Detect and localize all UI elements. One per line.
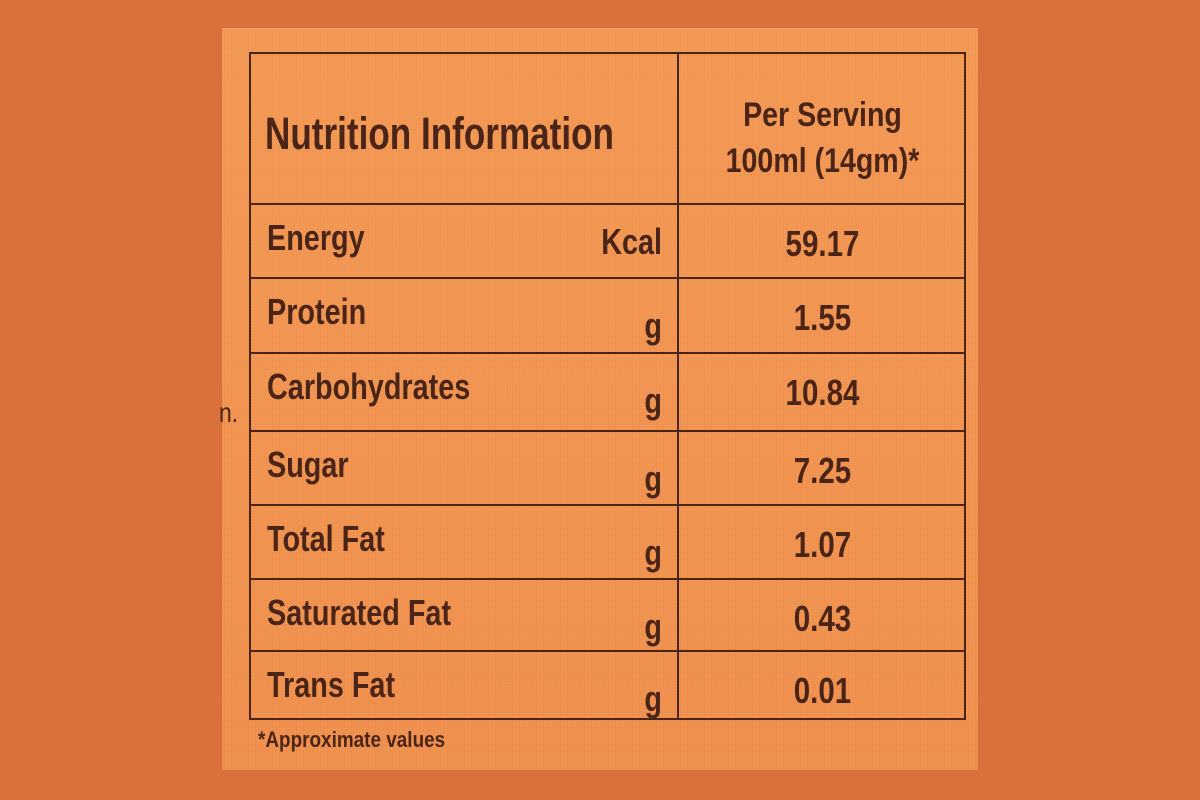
table-row-total-fat: Total Fat g 1.07 <box>251 506 964 580</box>
column-divider <box>677 54 679 718</box>
nutrient-unit: g <box>644 606 662 647</box>
table-row-sugar: Sugar g 7.25 <box>251 432 964 506</box>
nutrient-unit: g <box>644 305 662 346</box>
nutrient-unit: g <box>644 532 662 573</box>
nutrient-unit: g <box>644 458 662 499</box>
nutrient-name: Carbohydrates <box>267 366 471 407</box>
nutrient-value: 0.43 <box>793 598 852 639</box>
nutrient-value: 1.55 <box>793 297 852 338</box>
cut-off-text: n. <box>219 397 239 428</box>
serving-size: 100ml (14gm)* <box>725 142 920 180</box>
nutrient-name: Saturated Fat <box>267 592 452 633</box>
nutrient-name: Trans Fat <box>267 664 396 705</box>
table-header: Nutrition Information Per Serving 100ml … <box>251 54 964 205</box>
nutrient-name: Sugar <box>267 444 349 485</box>
footnote: *Approximate values <box>258 727 446 752</box>
serving-header: Per Serving 100ml (14gm)* <box>702 92 943 184</box>
serving-label: Per Serving <box>743 96 902 134</box>
table-row-carbohydrates: Carbohydrates g 10.84 <box>251 354 964 432</box>
nutrient-unit: Kcal <box>601 221 662 262</box>
nutrient-name: Protein <box>267 291 367 332</box>
nutrient-value: 59.17 <box>785 223 860 264</box>
nutrient-value: 10.84 <box>785 372 860 413</box>
nutrient-name: Energy <box>267 217 365 258</box>
nutrition-table: Nutrition Information Per Serving 100ml … <box>249 52 966 720</box>
table-title: Nutrition Information <box>265 108 615 159</box>
nutrient-name: Total Fat <box>267 518 385 559</box>
nutrient-unit: g <box>644 380 662 421</box>
table-row-protein: Protein g 1.55 <box>251 279 964 354</box>
table-row-energy: Energy Kcal 59.17 <box>251 205 964 279</box>
nutrient-value: 7.25 <box>793 450 852 491</box>
table-row-saturated-fat: Saturated Fat g 0.43 <box>251 580 964 652</box>
nutrient-value: 0.01 <box>793 670 852 711</box>
nutrient-value: 1.07 <box>793 524 852 565</box>
nutrient-unit: g <box>644 678 662 719</box>
table-row-trans-fat: Trans Fat g 0.01 <box>251 652 964 719</box>
label-panel <box>222 28 978 770</box>
